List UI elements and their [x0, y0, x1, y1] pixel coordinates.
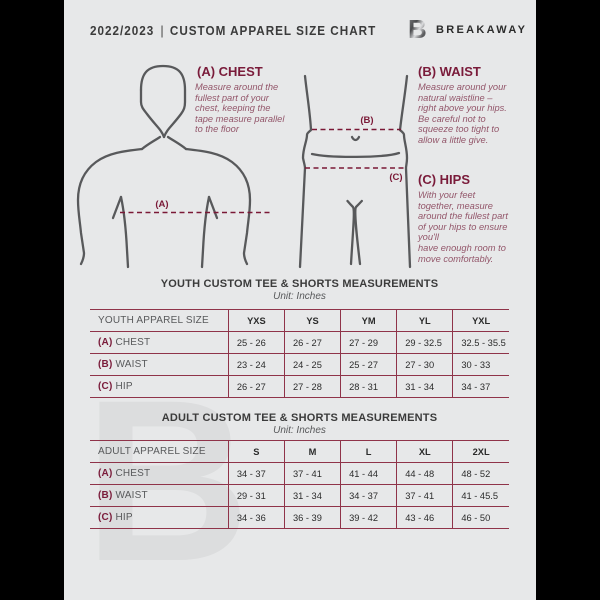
svg-text:(A): (A) [155, 199, 168, 210]
svg-text:(C): (C) [389, 172, 402, 183]
svg-text:(B): (B) [360, 115, 373, 126]
